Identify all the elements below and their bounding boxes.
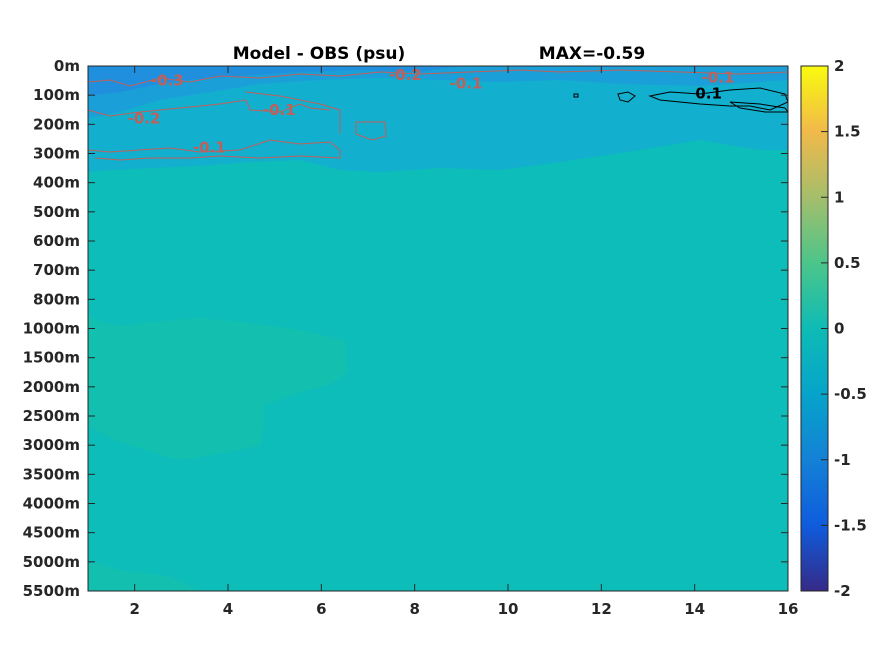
contour-neg-0-2 [88, 99, 331, 117]
contour-neg-0-1-b [245, 91, 341, 134]
contour-pos-0-1-a [648, 87, 788, 111]
y-tick-label: 300m [33, 145, 80, 163]
colorbar-tick-label: -1.5 [834, 516, 867, 534]
max-annotation: MAX=-0.59 [539, 44, 645, 64]
contour-label: -0.3 [151, 72, 184, 90]
upper-negative-deep [88, 66, 460, 96]
deep-positive-patch [88, 315, 348, 460]
bottom-positive-patch [88, 560, 200, 591]
upper-negative-band [88, 66, 788, 172]
colorbar-tick-label: 0 [834, 320, 844, 338]
x-axis: 2 4 6 8 10 12 14 16 [129, 66, 798, 618]
y-tick-label: 700m [33, 261, 80, 279]
x-tick-label: 10 [498, 600, 519, 618]
contour-label: -0.1 [193, 139, 226, 157]
y-tick-label: 2000m [23, 378, 80, 396]
y-tick-label: 1000m [23, 320, 80, 338]
y-tick-label: 200m [33, 115, 80, 133]
y-tick-label: 4000m [23, 495, 80, 513]
contour-labels: -0.3 -0.2 -0.1 -0.1-0.1-0.2-0.10.1 [128, 66, 735, 157]
colorbar-tick-label: 0.5 [834, 254, 861, 272]
y-tick-label: 3500m [23, 465, 80, 483]
y-tick-label: 0m [54, 57, 80, 75]
x-tick-label: 2 [129, 600, 139, 618]
colorbar-tick-label: -0.5 [834, 385, 867, 403]
y-tick-label: 1500m [23, 349, 80, 367]
x-tick-label: 16 [778, 600, 799, 618]
colorbar: 2 1.5 1 0.5 0 -0.5 -1 -1.5 -2 [800, 57, 867, 600]
contour-label: -0.1 [702, 69, 735, 87]
colorbar-tick-label: 1.5 [834, 123, 861, 141]
y-tick-label: 400m [33, 174, 80, 192]
contour-label: -0.2 [389, 66, 422, 84]
y-tick-label: 500m [33, 203, 80, 221]
y-tick-label: 100m [33, 86, 80, 104]
colorbar-ticks: 2 1.5 1 0.5 0 -0.5 -1 -1.5 -2 [821, 57, 867, 600]
chart-title: Model - OBS (psu) [233, 44, 406, 64]
contour-label: -0.1 [450, 75, 483, 93]
contour-label: -0.2 [128, 110, 161, 128]
y-axis: 0m 100m 200m 300m 400m 500m 600m 700m 800m 1000m 1… [23, 57, 788, 600]
contour-neg-0-1-a [88, 139, 341, 161]
heatmap-field [88, 66, 788, 591]
y-tick-label: 600m [33, 232, 80, 250]
y-tick-label: 5000m [23, 553, 80, 571]
contour-label: -0.1 [263, 101, 296, 119]
x-tick-label: 4 [223, 600, 233, 618]
contour-pos-0-1-d [729, 101, 788, 113]
contour-neg-0-1-c [355, 121, 387, 141]
colorbar-tick-label: -2 [834, 582, 851, 600]
y-tick-label: 4500m [23, 524, 80, 542]
x-tick-label: 6 [316, 600, 326, 618]
contour-lines [88, 69, 788, 161]
contour-label: 0.1 [695, 85, 722, 103]
contour-neg-0-3 [88, 69, 788, 87]
upper-negative-core [88, 66, 788, 118]
y-tick-label: 3000m [23, 436, 80, 454]
x-tick-label: 14 [684, 600, 705, 618]
x-tick-label: 8 [409, 600, 419, 618]
y-tick-label: 5500m [23, 582, 80, 600]
contour-pos-0-1-b [617, 91, 636, 103]
contour-pos-0-1-c [573, 93, 579, 98]
colorbar-tick-label: 1 [834, 188, 844, 206]
y-tick-label: 800m [33, 290, 80, 308]
y-tick-label: 2500m [23, 407, 80, 425]
colorbar-tick-label: -1 [834, 451, 851, 469]
colorbar-tick-label: 2 [834, 57, 844, 75]
x-tick-label: 12 [591, 600, 612, 618]
